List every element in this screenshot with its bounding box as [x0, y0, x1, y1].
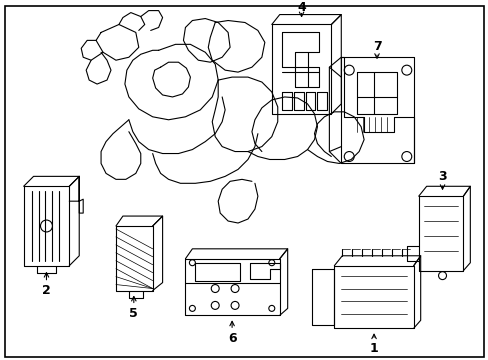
Text: 5: 5	[129, 307, 138, 320]
Text: 7: 7	[372, 40, 381, 53]
Text: 6: 6	[227, 332, 236, 345]
Text: 4: 4	[297, 1, 305, 14]
Text: 3: 3	[437, 170, 446, 183]
Text: 2: 2	[42, 284, 51, 297]
Text: 1: 1	[369, 342, 378, 355]
